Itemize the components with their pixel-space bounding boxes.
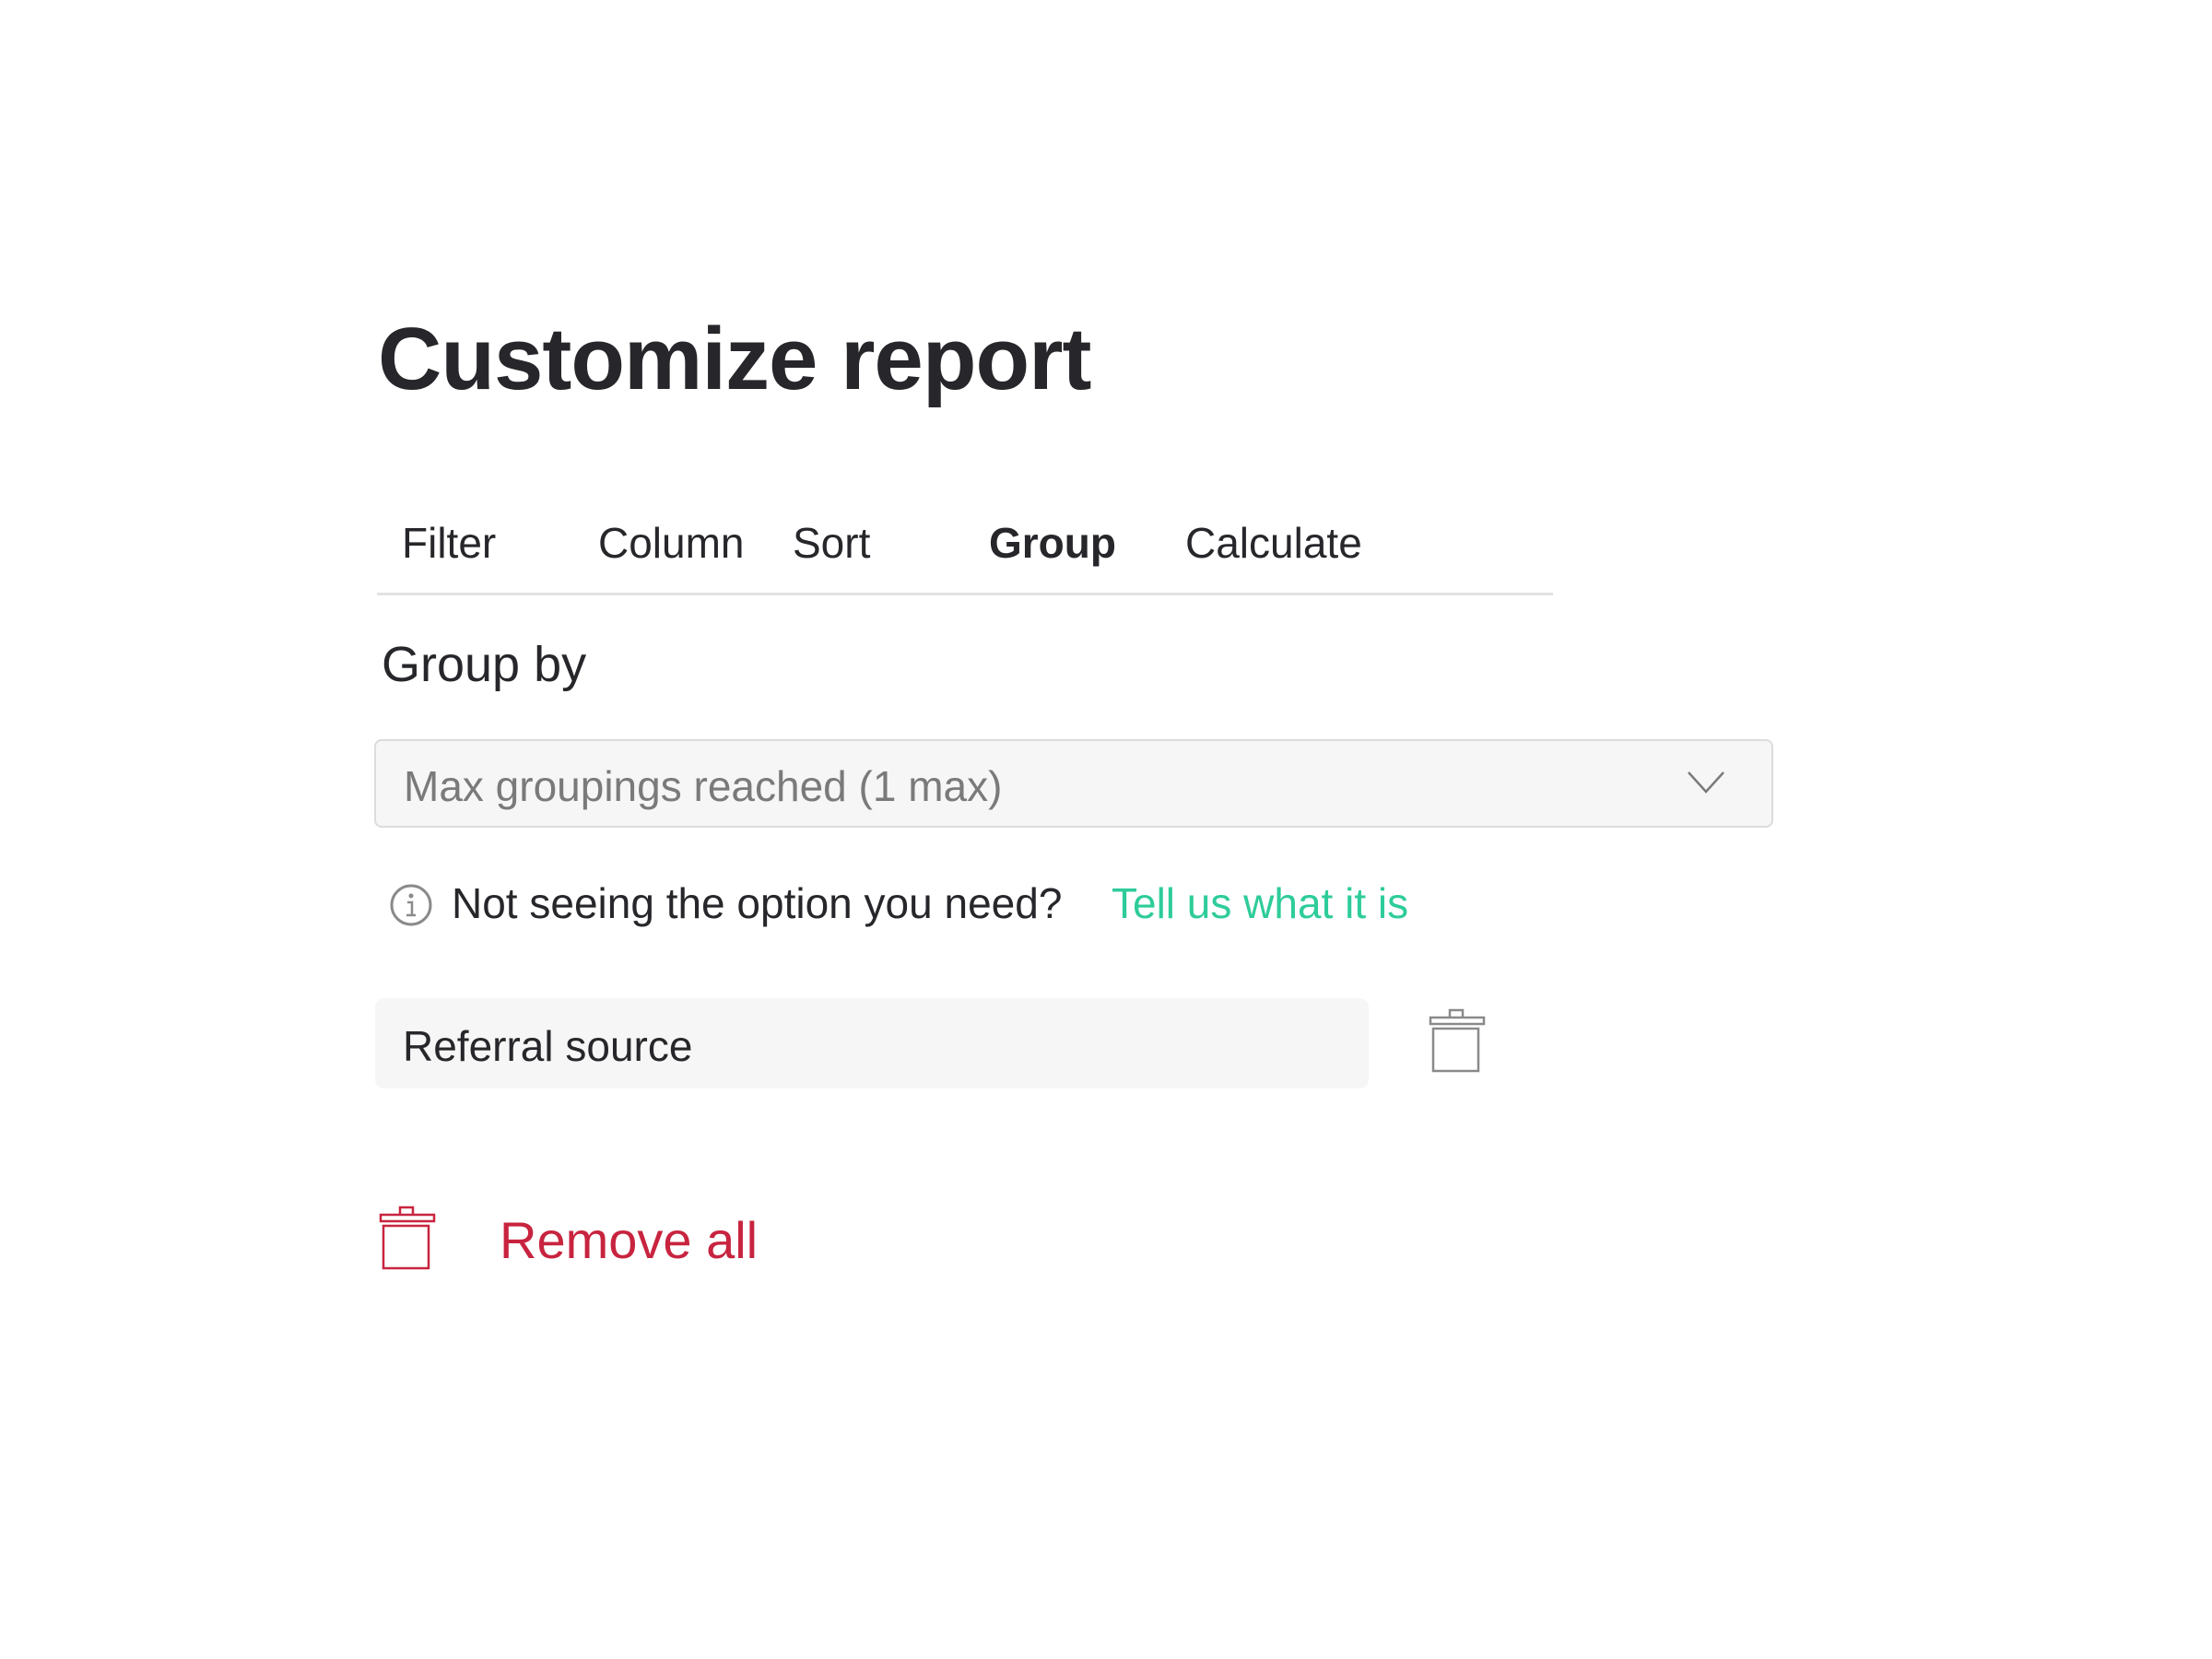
tab-filter[interactable]: Filter [402, 519, 497, 567]
page-title: Customize report [378, 310, 1091, 408]
tab-group[interactable]: Group [989, 519, 1116, 567]
grouping-label: Referral source [403, 1022, 693, 1070]
dropdown-value: Max groupings reached (1 max) [404, 762, 1003, 810]
trash-icon[interactable] [1429, 1006, 1486, 1073]
tab-sort[interactable]: Sort [793, 519, 871, 567]
tab-calculate[interactable]: Calculate [1185, 519, 1362, 567]
group-by-heading: Group by [382, 637, 587, 692]
tab-column[interactable]: Column [598, 519, 745, 567]
tab-divider [377, 593, 1553, 595]
grouping-item: Referral source [375, 998, 1369, 1088]
trash-icon[interactable] [379, 1204, 436, 1270]
info-text: Not seeing the option you need? [452, 879, 1063, 927]
info-icon [390, 884, 432, 926]
remove-all-button[interactable]: Remove all [500, 1211, 759, 1269]
chevron-down-icon [1688, 771, 1724, 794]
group-by-dropdown[interactable]: Max groupings reached (1 max) [374, 739, 1773, 828]
tell-us-link[interactable]: Tell us what it is [1112, 879, 1409, 927]
